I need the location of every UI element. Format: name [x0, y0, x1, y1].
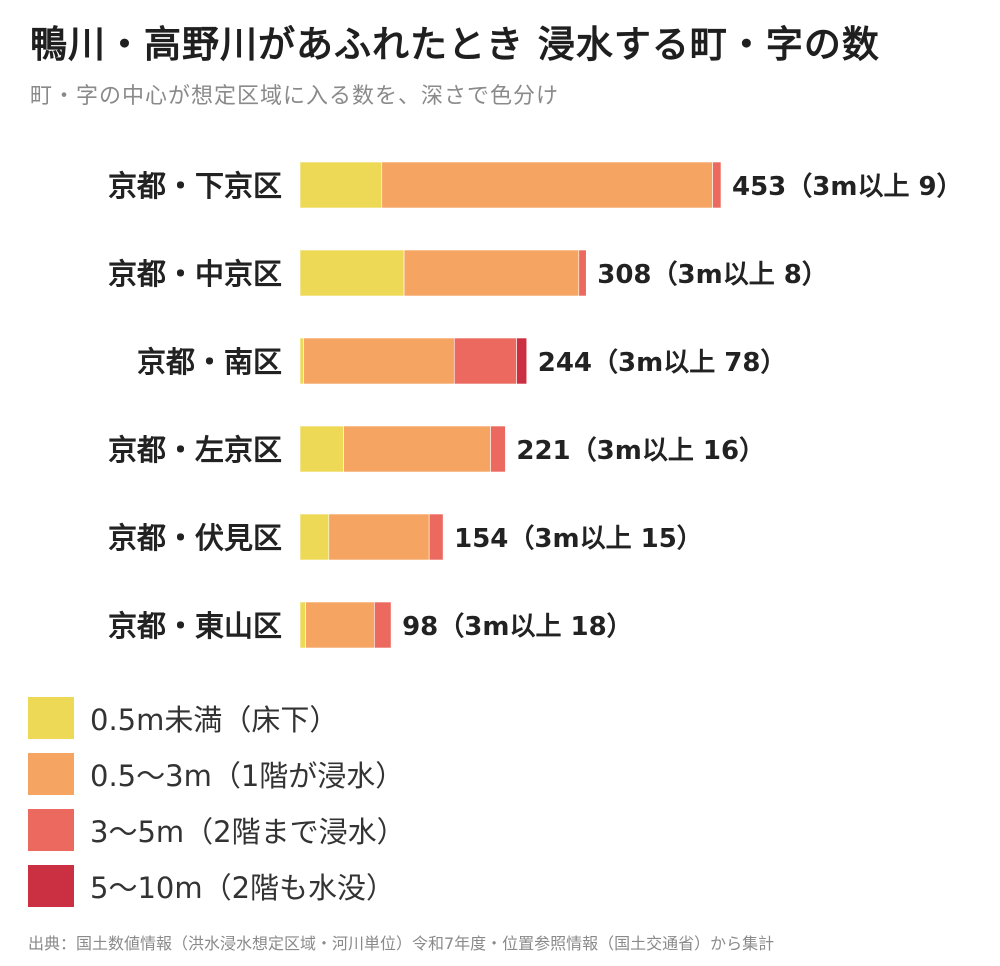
category-label: 京都・下京区 [108, 169, 282, 203]
bar-segment [453, 337, 517, 385]
legend-item-lt05: 0.5m未満（床下） [28, 690, 406, 746]
legend-swatch-3to5 [28, 809, 74, 851]
stacked-bar-chart: 京都・下京区 453（3m以上 9） 京都・中京区 308（3m以上 8） 京都・南区 2… [108, 161, 963, 649]
category-label: 京都・左京区 [108, 433, 282, 467]
bar-segment [303, 337, 455, 385]
category-label: 京都・東山区 [108, 609, 282, 643]
bar-segment [381, 161, 713, 209]
bar-segment [305, 601, 375, 649]
legend-swatch-5to10 [28, 865, 74, 907]
value-label: 453（3m以上 9） [732, 172, 963, 202]
bar-segment [490, 425, 506, 473]
legend-item-3to5: 3〜5m（2階まで浸水） [28, 802, 406, 858]
bar-segment [299, 425, 344, 473]
value-label: 154（3m以上 15） [454, 524, 703, 554]
legend-label: 0.5m未満（床下） [90, 703, 339, 737]
legend-item-05to3: 0.5〜3m（1階が浸水） [28, 746, 406, 802]
legend-item-5to10: 5〜10m（2階も水没） [28, 858, 406, 914]
category-label: 京都・南区 [137, 345, 282, 379]
value-label: 244（3m以上 78） [538, 348, 787, 378]
legend: 0.5m未満（床下） 0.5〜3m（1階が浸水） 3〜5m（2階まで浸水） 5〜… [28, 690, 406, 914]
legend-swatch-05to3 [28, 753, 74, 795]
bar-segment [516, 337, 528, 385]
value-label: 308（3m以上 8） [597, 260, 828, 290]
legend-label: 3〜5m（2階まで浸水） [90, 815, 406, 849]
bar-segment [299, 161, 383, 209]
bar-segment [712, 161, 722, 209]
value-label: 98（3m以上 18） [402, 612, 633, 642]
bar-segment [299, 513, 330, 561]
chart-title: 鴨川・高野川があふれたとき 浸水する町・字の数 [30, 23, 880, 66]
bar-segment [578, 249, 587, 297]
bar-segment [343, 425, 491, 473]
bar-segment [299, 337, 305, 385]
value-label: 221（3m以上 16） [516, 436, 765, 466]
category-label: 京都・中京区 [108, 257, 282, 291]
legend-label: 0.5〜3m（1階が浸水） [90, 759, 405, 793]
bar-segment [328, 513, 430, 561]
bar-segment [403, 249, 580, 297]
category-label: 京都・伏見区 [108, 521, 282, 555]
bar-segment [299, 249, 405, 297]
bar-segment [374, 601, 392, 649]
bar-segment [299, 601, 306, 649]
legend-swatch-lt05 [28, 697, 74, 739]
source-note: 出典：国土数値情報（洪水浸水想定区域・河川単位）令和7年度・位置参照情報（国土交… [28, 934, 775, 953]
bar-segment [428, 513, 444, 561]
chart-subtitle: 町・字の中心が想定区域に入る数を、深さで色分け [30, 84, 560, 109]
legend-label: 5〜10m（2階も水没） [90, 871, 396, 905]
